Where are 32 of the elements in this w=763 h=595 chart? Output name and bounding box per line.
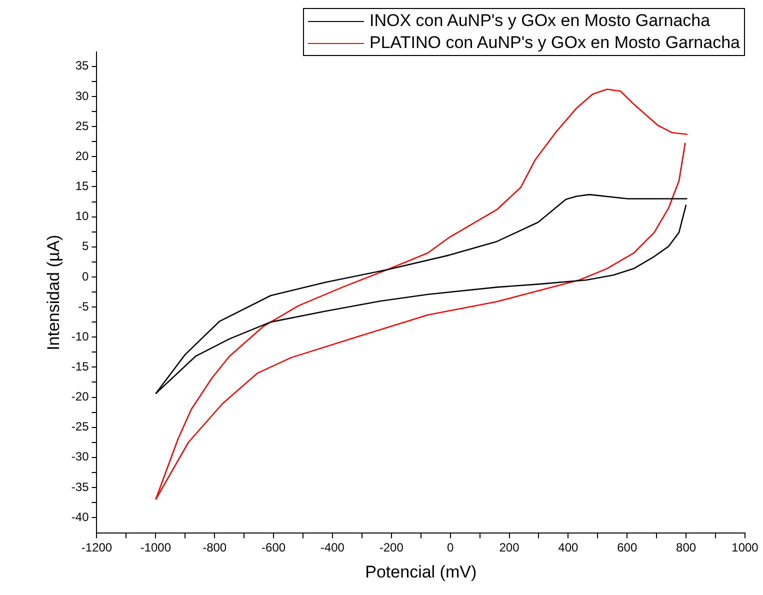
y-tick-label: 20 xyxy=(75,148,90,163)
x-tick-label: 1000 xyxy=(732,540,759,555)
y-tick-label: 5 xyxy=(82,239,90,254)
x-tick-label: 0 xyxy=(446,540,454,555)
x-tick-label: 800 xyxy=(676,540,696,555)
y-tick-label: -10 xyxy=(71,329,90,344)
y-tick-label: 35 xyxy=(75,58,90,73)
y-tick-label: -30 xyxy=(71,450,90,464)
y-tick-label: -35 xyxy=(71,480,90,494)
x-tick-label: -600 xyxy=(262,540,286,555)
legend-label: PLATINO con AuNP's y GOx en Mosto Garnacha xyxy=(370,32,740,54)
x-axis-title: Potencial (mV) xyxy=(365,562,477,582)
x-tick-label: -800 xyxy=(202,540,227,555)
x-tick-label: 200 xyxy=(499,540,520,555)
x-tick-label: -200 xyxy=(379,540,404,555)
y-tick-label: -15 xyxy=(71,360,90,374)
y-tick-label: 25 xyxy=(75,118,90,133)
y-tick-label: 30 xyxy=(75,88,90,103)
y-tick-label: -25 xyxy=(71,420,90,434)
x-tick-label: -1000 xyxy=(140,540,172,555)
x-tick-label: -400 xyxy=(320,540,345,555)
legend-label: INOX con AuNP's y GOx en Mosto Garnacha xyxy=(370,10,710,32)
x-tick-label: -1200 xyxy=(81,540,112,555)
y-tick-label: -20 xyxy=(71,390,90,404)
y-tick-label: -40 xyxy=(71,510,90,524)
x-tick-label: 400 xyxy=(558,540,579,555)
x-tick-label: 600 xyxy=(617,540,638,555)
y-axis-title: Intensidad (µA) xyxy=(44,234,63,350)
y-tick-label: 0 xyxy=(82,269,90,284)
y-tick-label: 10 xyxy=(75,209,90,224)
y-tick-label: 15 xyxy=(75,179,90,194)
y-tick-label: -5 xyxy=(78,299,90,314)
